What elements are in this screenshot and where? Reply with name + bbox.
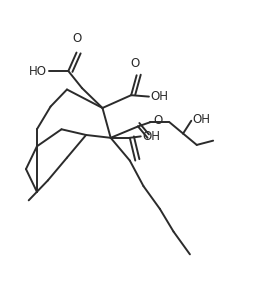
Text: OH: OH bbox=[193, 113, 211, 126]
Text: OH: OH bbox=[150, 90, 168, 103]
Text: O: O bbox=[72, 32, 81, 45]
Text: O: O bbox=[131, 57, 140, 70]
Text: HO: HO bbox=[28, 65, 46, 77]
Text: OH: OH bbox=[142, 130, 160, 143]
Text: O: O bbox=[153, 114, 162, 127]
